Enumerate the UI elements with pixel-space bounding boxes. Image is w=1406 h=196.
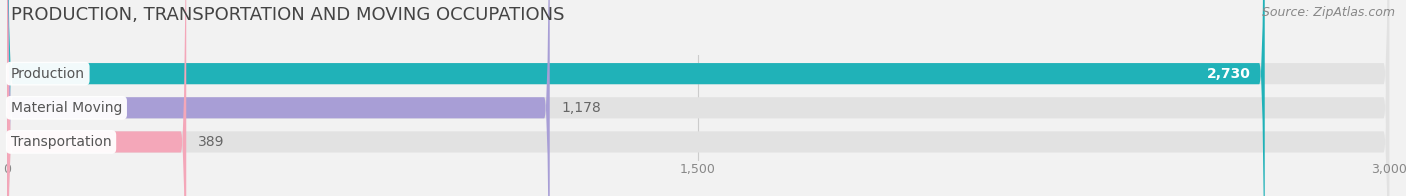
Text: Production: Production [11, 67, 84, 81]
Text: 389: 389 [198, 135, 225, 149]
FancyBboxPatch shape [7, 0, 1389, 196]
Text: Transportation: Transportation [11, 135, 111, 149]
Text: 2,730: 2,730 [1206, 67, 1251, 81]
Text: 1,178: 1,178 [561, 101, 600, 115]
FancyBboxPatch shape [7, 0, 550, 196]
FancyBboxPatch shape [7, 0, 1389, 196]
Text: PRODUCTION, TRANSPORTATION AND MOVING OCCUPATIONS: PRODUCTION, TRANSPORTATION AND MOVING OC… [11, 6, 565, 24]
FancyBboxPatch shape [7, 0, 186, 196]
Text: Source: ZipAtlas.com: Source: ZipAtlas.com [1261, 6, 1395, 19]
Text: Material Moving: Material Moving [11, 101, 122, 115]
FancyBboxPatch shape [7, 0, 1265, 196]
FancyBboxPatch shape [7, 0, 1389, 196]
